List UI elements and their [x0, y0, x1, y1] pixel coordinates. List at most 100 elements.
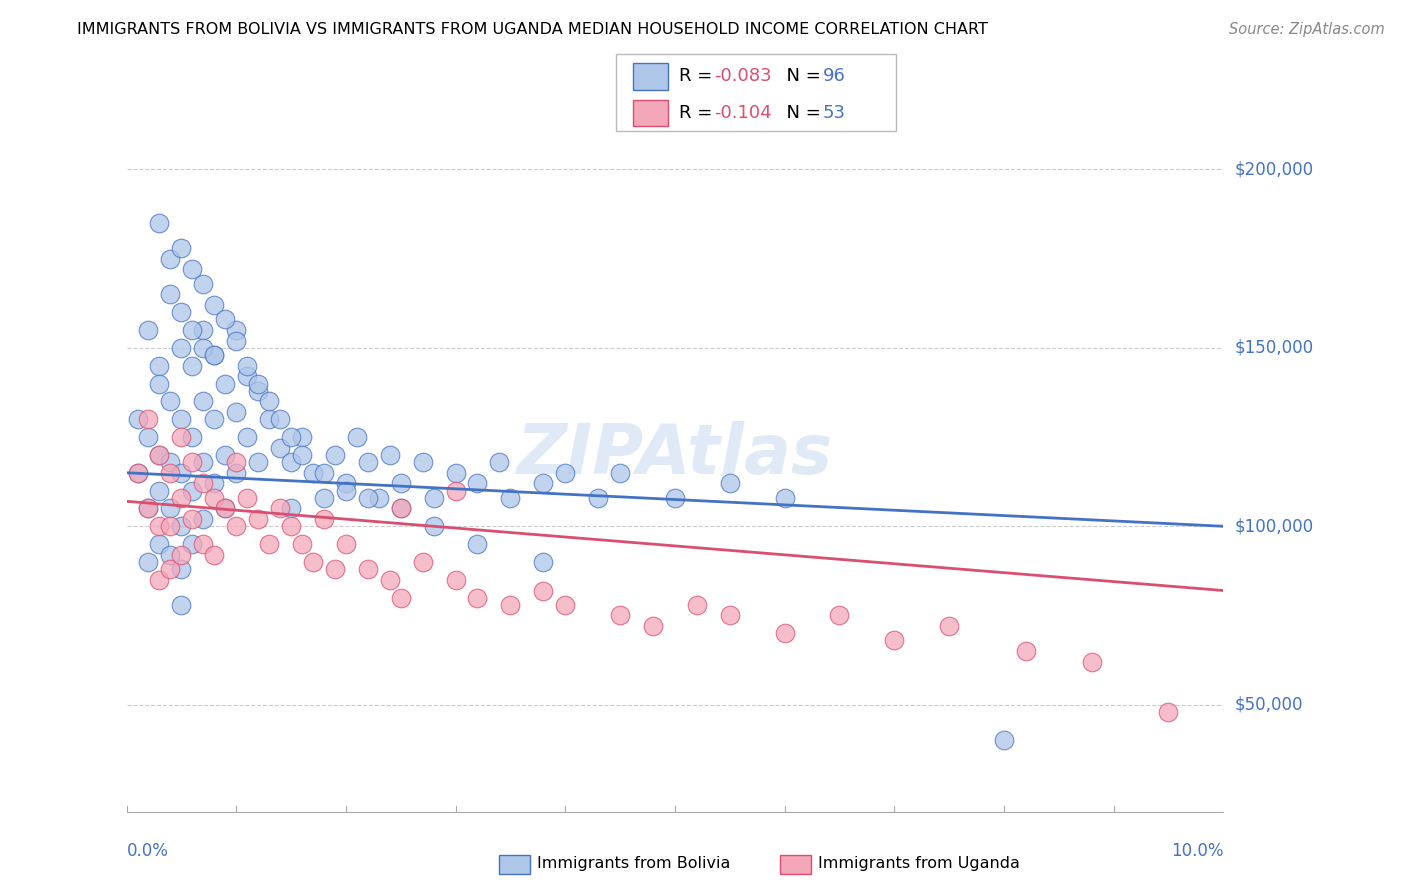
Point: [312, 512, 335, 526]
Point: [389, 501, 412, 516]
Point: [170, 519, 193, 533]
Point: [236, 430, 259, 444]
Point: [422, 491, 444, 505]
Point: [181, 323, 204, 337]
Point: [159, 394, 181, 409]
Point: [170, 491, 193, 505]
Point: [323, 448, 346, 462]
Point: [467, 476, 489, 491]
Point: [346, 430, 368, 444]
Point: [531, 555, 554, 569]
Point: [302, 466, 325, 480]
Point: [170, 341, 193, 355]
Text: -0.104: -0.104: [714, 103, 772, 122]
Point: [236, 369, 259, 384]
Point: [302, 555, 325, 569]
Point: [202, 348, 225, 362]
Point: [1080, 655, 1102, 669]
Point: [148, 376, 170, 391]
Point: [159, 287, 181, 301]
Text: $50,000: $50,000: [1234, 696, 1303, 714]
Point: [181, 455, 204, 469]
Point: [181, 359, 204, 373]
Point: [170, 562, 193, 576]
Point: [444, 466, 467, 480]
Point: [257, 394, 280, 409]
Point: [193, 323, 215, 337]
Point: [225, 455, 247, 469]
Point: [378, 448, 401, 462]
Point: [159, 252, 181, 266]
Point: [202, 491, 225, 505]
Point: [312, 466, 335, 480]
Point: [883, 633, 905, 648]
Point: [193, 476, 215, 491]
Point: [357, 455, 380, 469]
Point: [718, 476, 741, 491]
Point: [291, 537, 314, 551]
Text: $150,000: $150,000: [1234, 339, 1313, 357]
Point: [247, 455, 270, 469]
Point: [159, 548, 181, 562]
Point: [193, 455, 215, 469]
Text: IMMIGRANTS FROM BOLIVIA VS IMMIGRANTS FROM UGANDA MEDIAN HOUSEHOLD INCOME CORREL: IMMIGRANTS FROM BOLIVIA VS IMMIGRANTS FR…: [77, 22, 988, 37]
Point: [378, 573, 401, 587]
Point: [148, 216, 170, 230]
Point: [499, 491, 522, 505]
Text: N =: N =: [775, 67, 827, 86]
Point: [202, 348, 225, 362]
Point: [257, 412, 280, 426]
Point: [225, 405, 247, 419]
Text: 0.0%: 0.0%: [127, 842, 169, 860]
Point: [312, 491, 335, 505]
Point: [202, 476, 225, 491]
Point: [148, 359, 170, 373]
Point: [609, 466, 631, 480]
Point: [422, 519, 444, 533]
Point: [193, 512, 215, 526]
Point: [389, 591, 412, 605]
Point: [159, 562, 181, 576]
Point: [181, 512, 204, 526]
Point: [367, 491, 389, 505]
Point: [467, 591, 489, 605]
Text: R =: R =: [679, 103, 718, 122]
Point: [993, 733, 1015, 747]
Point: [148, 483, 170, 498]
Point: [1157, 705, 1180, 719]
Point: [193, 394, 215, 409]
Text: Immigrants from Uganda: Immigrants from Uganda: [818, 856, 1021, 871]
Point: [467, 537, 489, 551]
Point: [170, 598, 193, 612]
Point: [214, 501, 236, 516]
Point: [444, 573, 467, 587]
Point: [138, 412, 160, 426]
Point: [148, 448, 170, 462]
Point: [225, 519, 247, 533]
Point: [138, 501, 160, 516]
Point: [269, 501, 291, 516]
Point: [214, 376, 236, 391]
Point: [225, 466, 247, 480]
Point: [170, 548, 193, 562]
Point: [291, 430, 314, 444]
Point: [225, 334, 247, 348]
Point: [214, 312, 236, 326]
Point: [280, 455, 302, 469]
Text: ZIPAtlas: ZIPAtlas: [517, 421, 832, 489]
Point: [444, 483, 467, 498]
Point: [127, 466, 149, 480]
Point: [193, 277, 215, 291]
Point: [202, 548, 225, 562]
Point: [159, 501, 181, 516]
Point: [181, 483, 204, 498]
Text: -0.083: -0.083: [714, 67, 772, 86]
Point: [554, 598, 576, 612]
Point: [138, 501, 160, 516]
Point: [531, 583, 554, 598]
Point: [323, 562, 346, 576]
Point: [773, 491, 796, 505]
Point: [718, 608, 741, 623]
Point: [148, 519, 170, 533]
Point: [181, 430, 204, 444]
